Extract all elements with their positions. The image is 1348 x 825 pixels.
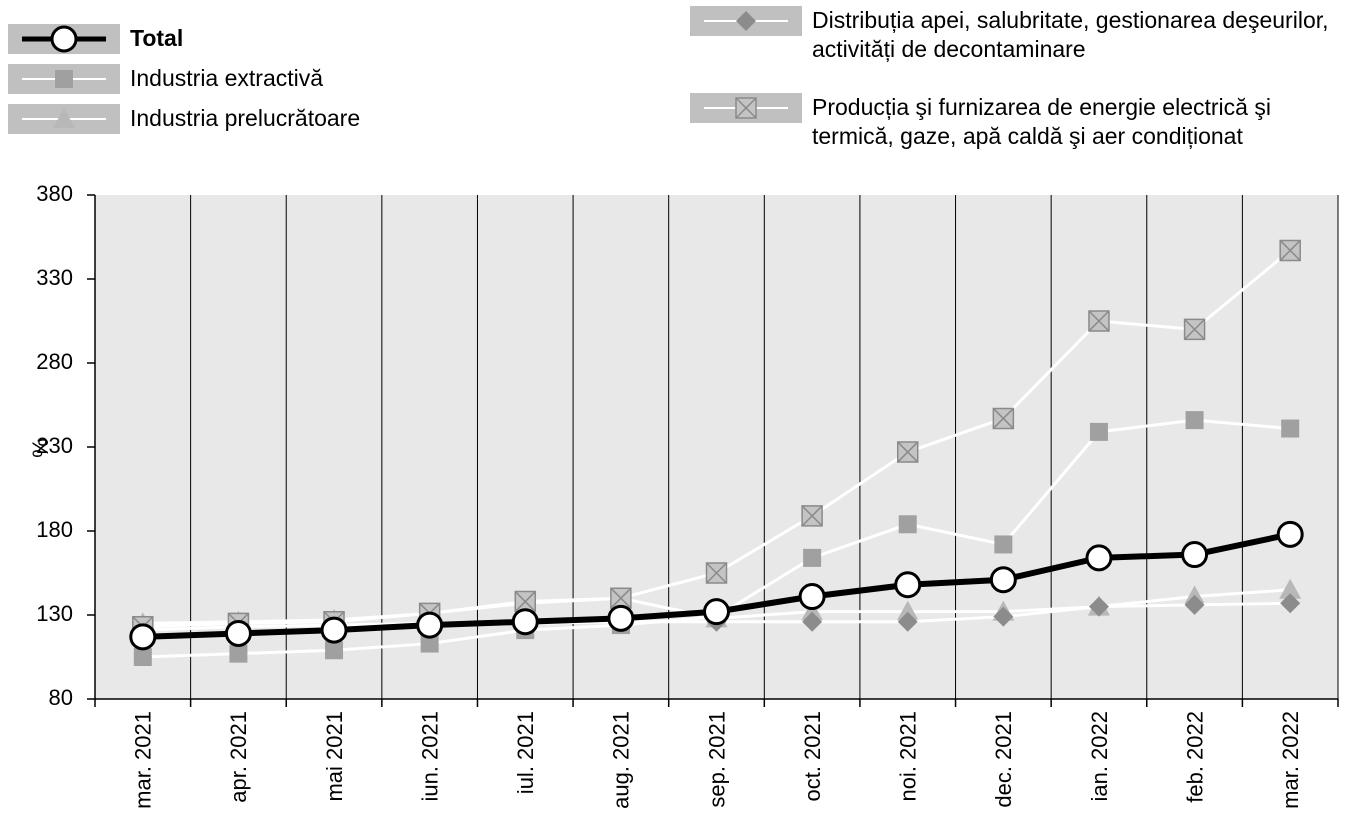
marker — [1085, 544, 1113, 572]
marker — [803, 548, 822, 567]
x-tick-label: iul. 2021 — [513, 711, 538, 794]
marker — [894, 571, 922, 599]
marker — [1279, 239, 1301, 262]
x-tick-label: sep. 2021 — [704, 711, 729, 808]
legend-item: Total — [8, 24, 183, 54]
legend-swatch — [8, 24, 120, 54]
marker — [705, 562, 728, 584]
y-tick-label: 330 — [36, 265, 73, 290]
legend-swatch — [8, 64, 120, 94]
marker — [897, 611, 918, 632]
y-tick-label: 380 — [36, 181, 73, 206]
legend-item: Industria prelucrătoare — [8, 104, 360, 134]
x-tick-label: mar. 2022 — [1278, 711, 1303, 809]
legend-label: Total — [130, 25, 184, 51]
marker — [53, 108, 75, 128]
x-tick-label: mar. 2021 — [131, 711, 156, 809]
y-axis-label: % — [28, 438, 53, 458]
marker — [610, 587, 632, 609]
marker — [514, 590, 537, 613]
x-tick-label: aug. 2021 — [609, 711, 634, 809]
legend-item: Producția şi furnizarea de energie elect… — [690, 93, 1342, 151]
y-tick-label: 230 — [36, 433, 73, 458]
marker — [801, 505, 823, 527]
marker — [1088, 310, 1110, 332]
marker — [798, 583, 826, 611]
marker — [1281, 419, 1300, 438]
marker — [802, 611, 823, 632]
marker — [55, 70, 73, 88]
y-tick-label: 80 — [49, 685, 73, 710]
marker — [1276, 520, 1304, 548]
x-tick-label: ian. 2022 — [1087, 711, 1112, 802]
marker — [898, 515, 917, 534]
x-tick-label: dec. 2021 — [991, 711, 1016, 808]
marker — [320, 616, 348, 644]
marker — [50, 25, 78, 53]
marker — [992, 407, 1015, 430]
marker — [607, 604, 635, 632]
marker — [703, 598, 730, 626]
marker — [1181, 541, 1209, 569]
x-tick-label: apr. 2021 — [226, 711, 251, 803]
marker — [1088, 596, 1109, 617]
legend-label: Industria prelucrătoare — [130, 105, 361, 131]
y-tick-label: 280 — [36, 349, 73, 374]
x-tick-label: mai 2021 — [322, 711, 347, 802]
legend-item: Distribuția apei, salubritate, gestionar… — [690, 6, 1342, 64]
marker — [989, 566, 1017, 594]
legend-item: Industria extractivă — [8, 64, 323, 94]
legend-label: Distribuția apei, salubritate, gestionar… — [812, 7, 1329, 62]
marker — [1184, 594, 1205, 615]
x-tick-label: noi. 2021 — [896, 711, 921, 802]
legend-label: Industria extractivă — [130, 65, 324, 91]
legend-label: Producția şi furnizarea de energie elect… — [812, 94, 1271, 149]
x-tick-label: iun. 2021 — [417, 711, 442, 802]
marker — [1183, 318, 1206, 341]
marker — [1089, 422, 1108, 441]
marker — [1185, 411, 1204, 430]
marker — [229, 644, 248, 663]
marker — [416, 611, 444, 639]
marker — [994, 535, 1013, 554]
marker — [1280, 593, 1301, 614]
marker — [993, 606, 1014, 627]
legend-swatch — [690, 6, 802, 36]
marker — [224, 619, 252, 647]
legend-swatch — [690, 93, 802, 123]
marker — [896, 600, 919, 621]
legend-swatch — [8, 104, 120, 134]
marker — [801, 600, 824, 621]
x-tick-label: oct. 2021 — [800, 711, 825, 802]
marker — [736, 11, 756, 31]
y-tick-label: 130 — [36, 601, 73, 626]
marker — [420, 634, 439, 653]
marker — [325, 641, 344, 660]
x-tick-label: feb. 2022 — [1182, 711, 1207, 803]
marker — [133, 648, 152, 666]
marker — [129, 623, 157, 651]
marker — [896, 441, 919, 463]
marker — [511, 608, 539, 636]
y-tick-label: 180 — [36, 517, 73, 542]
marker — [1279, 578, 1302, 599]
marker — [735, 97, 757, 119]
